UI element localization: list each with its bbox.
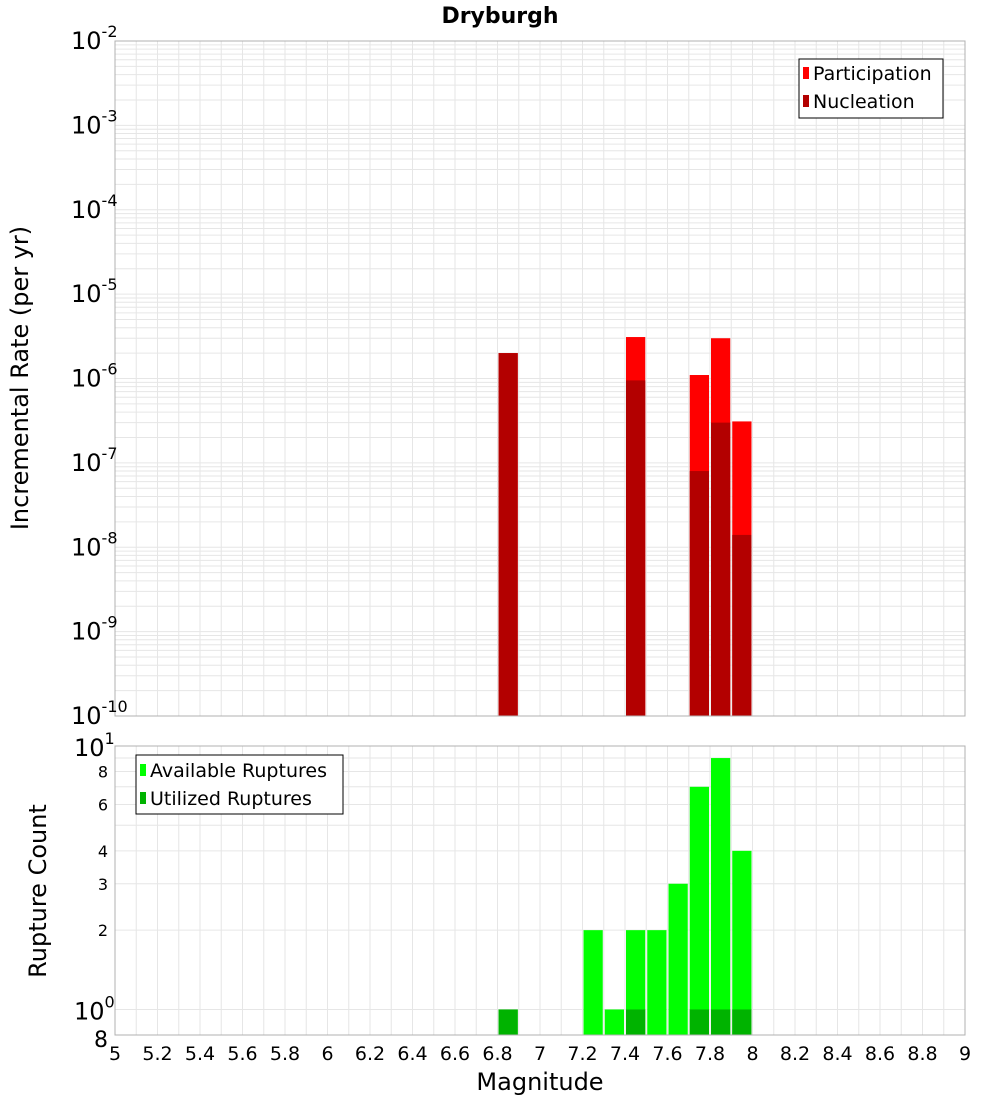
x-tick-label: 9 — [959, 1043, 971, 1065]
nucleation-bar — [498, 353, 518, 716]
x-tick-label: 5.8 — [270, 1043, 300, 1065]
bottom-y-minor-tick-label: 4 — [98, 842, 108, 861]
x-tick-label: 7.4 — [610, 1043, 640, 1065]
x-tick-label: 8.2 — [780, 1043, 810, 1065]
x-tick-label: 5.4 — [185, 1043, 215, 1065]
available-ruptures-bar — [583, 930, 603, 1035]
bottom-y-minor-tick-label: 6 — [98, 795, 108, 814]
nucleation-bar — [626, 380, 646, 716]
top-y-tick-label: 10-4 — [71, 191, 118, 224]
available-ruptures-bar — [626, 930, 646, 1035]
available-ruptures-bar — [689, 786, 709, 1035]
utilized-ruptures-bar — [689, 1009, 709, 1035]
top-legend-label: Nucleation — [813, 91, 915, 113]
bottom-y-minor-tick-label: 3 — [98, 875, 108, 894]
chart-title: Dryburgh — [441, 4, 558, 29]
top-y-tick-label: 10-9 — [71, 613, 118, 646]
available-ruptures-bar — [711, 758, 731, 1035]
top-legend-label: Participation — [813, 63, 932, 85]
x-tick-label: 5 — [109, 1043, 121, 1065]
top-legend-swatch — [803, 67, 809, 79]
available-ruptures-bar — [668, 883, 688, 1035]
x-tick-label: 5.2 — [142, 1043, 172, 1065]
bottom-plot-frame — [114, 745, 966, 1036]
top-legend: Participation Nucleation — [798, 58, 944, 119]
top-y-tick-label: 10-3 — [71, 106, 118, 139]
available-ruptures-bar — [732, 850, 752, 1035]
top-y-tick-label: 10-2 — [71, 22, 118, 55]
top-y-tick-label: 10-5 — [71, 275, 118, 308]
x-tick-label: 8 — [746, 1043, 758, 1065]
top-plot: 10-10 10-9 10-8 10-7 10-6 10-5 10-4 10-3 10-2 Par… — [71, 22, 966, 730]
x-tick-label: 6.2 — [355, 1043, 385, 1065]
top-y-tick-label: 10-10 — [71, 697, 128, 730]
top-y-axis-label: Incremental Rate (per yr) — [6, 226, 34, 530]
x-tick-label: 7.8 — [695, 1043, 725, 1065]
available-ruptures-bar — [647, 930, 667, 1035]
top-plot-frame — [114, 40, 966, 717]
top-legend-box — [798, 58, 944, 119]
x-tick-label: 6.6 — [440, 1043, 470, 1065]
available-ruptures-bar — [604, 1009, 624, 1035]
x-tick-label: 6.8 — [482, 1043, 512, 1065]
x-tick-label: 7.6 — [652, 1043, 682, 1065]
x-tick-label: 8.6 — [865, 1043, 895, 1065]
nucleation-bar — [711, 422, 731, 716]
top-y-tick-label: 10-7 — [71, 444, 118, 477]
utilized-ruptures-bar — [732, 1009, 752, 1035]
bottom-y-minor-tick-label: 2 — [98, 921, 108, 940]
bottom-legend: Available Ruptures Utilized Ruptures — [135, 754, 344, 815]
bottom-legend-label: Available Ruptures — [150, 760, 327, 782]
bottom-y-major-tick-label: 101 — [74, 729, 115, 762]
top-legend-swatch — [803, 95, 809, 107]
x-tick-label: 5.6 — [227, 1043, 257, 1065]
bottom-y-min-label: 8 — [94, 1028, 108, 1053]
top-grid — [114, 41, 966, 717]
utilized-ruptures-bar — [711, 1009, 731, 1035]
top-bars — [498, 337, 752, 716]
bottom-legend-box — [135, 754, 344, 815]
bottom-y-major-tick-label: 100 — [74, 992, 115, 1025]
utilized-ruptures-bar — [498, 1009, 518, 1035]
top-y-tick-label: 10-8 — [71, 528, 118, 561]
bottom-legend-swatch — [140, 792, 146, 804]
utilized-ruptures-bar — [626, 1009, 646, 1035]
bottom-y-minor-tick-label: 8 — [98, 763, 108, 782]
x-axis-label: Magnitude — [476, 1068, 603, 1096]
x-tick-label: 8.4 — [822, 1043, 852, 1065]
bottom-legend-label: Utilized Ruptures — [150, 788, 312, 810]
nucleation-bar — [732, 534, 752, 716]
x-tick-label: 8.8 — [907, 1043, 937, 1065]
x-tick-label: 7.2 — [567, 1043, 597, 1065]
x-tick-label: 6.4 — [397, 1043, 427, 1065]
bottom-bars — [498, 758, 752, 1035]
top-y-tick-label: 10-6 — [71, 360, 118, 393]
nucleation-bar — [689, 471, 709, 716]
x-tick-label: 7 — [534, 1043, 546, 1065]
bottom-legend-swatch — [140, 764, 146, 776]
x-tick-label: 6 — [321, 1043, 333, 1065]
bottom-y-axis-label: Rupture Count — [24, 804, 52, 978]
